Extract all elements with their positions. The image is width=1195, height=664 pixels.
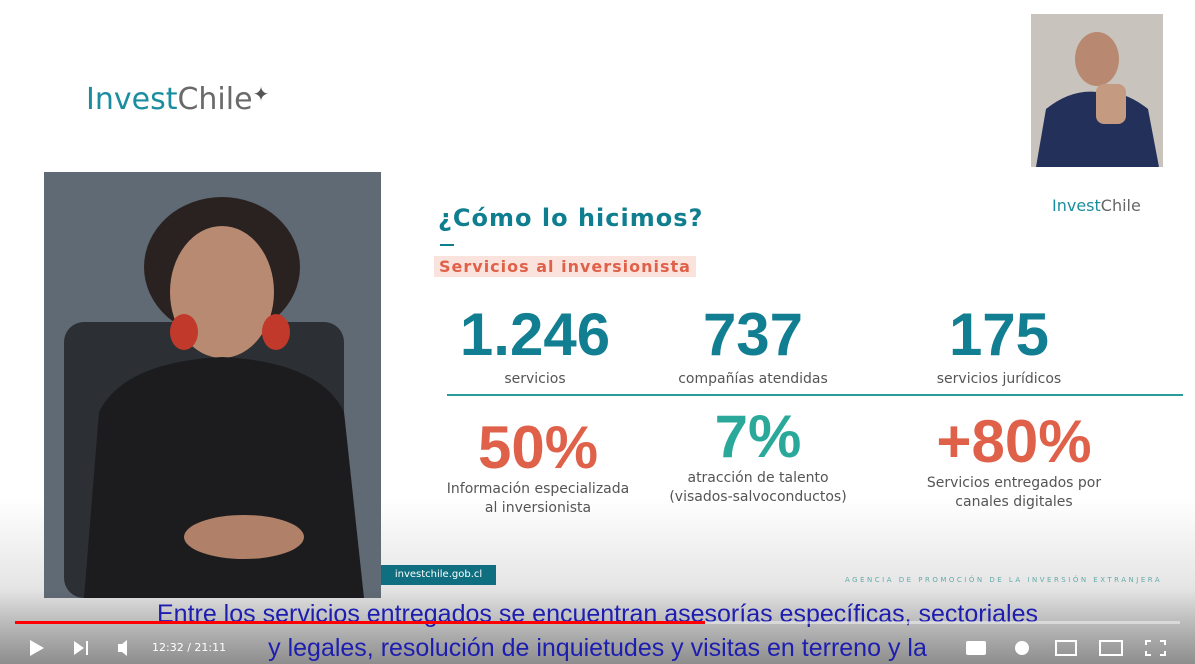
website: investchile.gob.cl <box>381 565 496 585</box>
logo-text: Invest <box>1052 196 1101 215</box>
title-rule <box>440 244 454 246</box>
logo-text: Chile <box>177 82 252 117</box>
miniplayer-button[interactable] <box>1056 641 1076 655</box>
stat-label: compañías atendidas <box>623 370 883 389</box>
settings-button[interactable] <box>1015 641 1029 655</box>
stat-label-line: (visados-salvoconductos) <box>628 488 888 507</box>
logo: InvestChile✦ <box>86 82 269 117</box>
logo-text: Invest <box>86 82 177 117</box>
stat-label-line: canales digitales <box>884 493 1144 512</box>
stat-number: 7% <box>628 407 888 467</box>
stat-label-line: atracción de talento <box>628 469 888 488</box>
logo-text: Chile <box>1101 196 1141 215</box>
slide-subtitle: Servicios al inversionista <box>434 256 696 277</box>
stat-number: 737 <box>623 305 883 365</box>
stat-label: atracción de talento(visados-salvoconduc… <box>628 469 888 507</box>
stat-label-line: compañías atendidas <box>623 370 883 389</box>
play-button[interactable] <box>30 640 44 656</box>
stat-number: 175 <box>869 305 1129 365</box>
progress-played <box>15 621 705 624</box>
interpreter-video <box>1031 14 1163 167</box>
captions-button[interactable] <box>966 641 986 655</box>
stat-label-line: Servicios entregados por <box>884 474 1144 493</box>
slide-title: ¿Cómo lo hicimos? <box>438 204 703 232</box>
stat-label: servicios jurídicos <box>869 370 1129 389</box>
theater-button[interactable] <box>1100 641 1122 655</box>
stat-number: +80% <box>884 412 1144 472</box>
presenter-video <box>44 172 381 598</box>
caption-line: Entre los servicios entregados se encuen… <box>0 600 1195 629</box>
mute-button[interactable] <box>118 640 127 656</box>
stat-label-line: servicios jurídicos <box>869 370 1129 389</box>
slide-footer: AGENCIA DE PROMOCIÓN DE LA INVERSIÓN EXT… <box>845 576 1162 584</box>
video-player: InvestChile✦ investchile.gob.cl InvestCh… <box>0 0 1195 664</box>
fullscreen-button[interactable] <box>1146 641 1165 655</box>
next-button[interactable] <box>74 641 88 655</box>
time-display: 12:32 / 21:11 <box>152 641 226 654</box>
divider <box>447 394 1183 396</box>
small-logo: InvestChile <box>1052 196 1141 215</box>
